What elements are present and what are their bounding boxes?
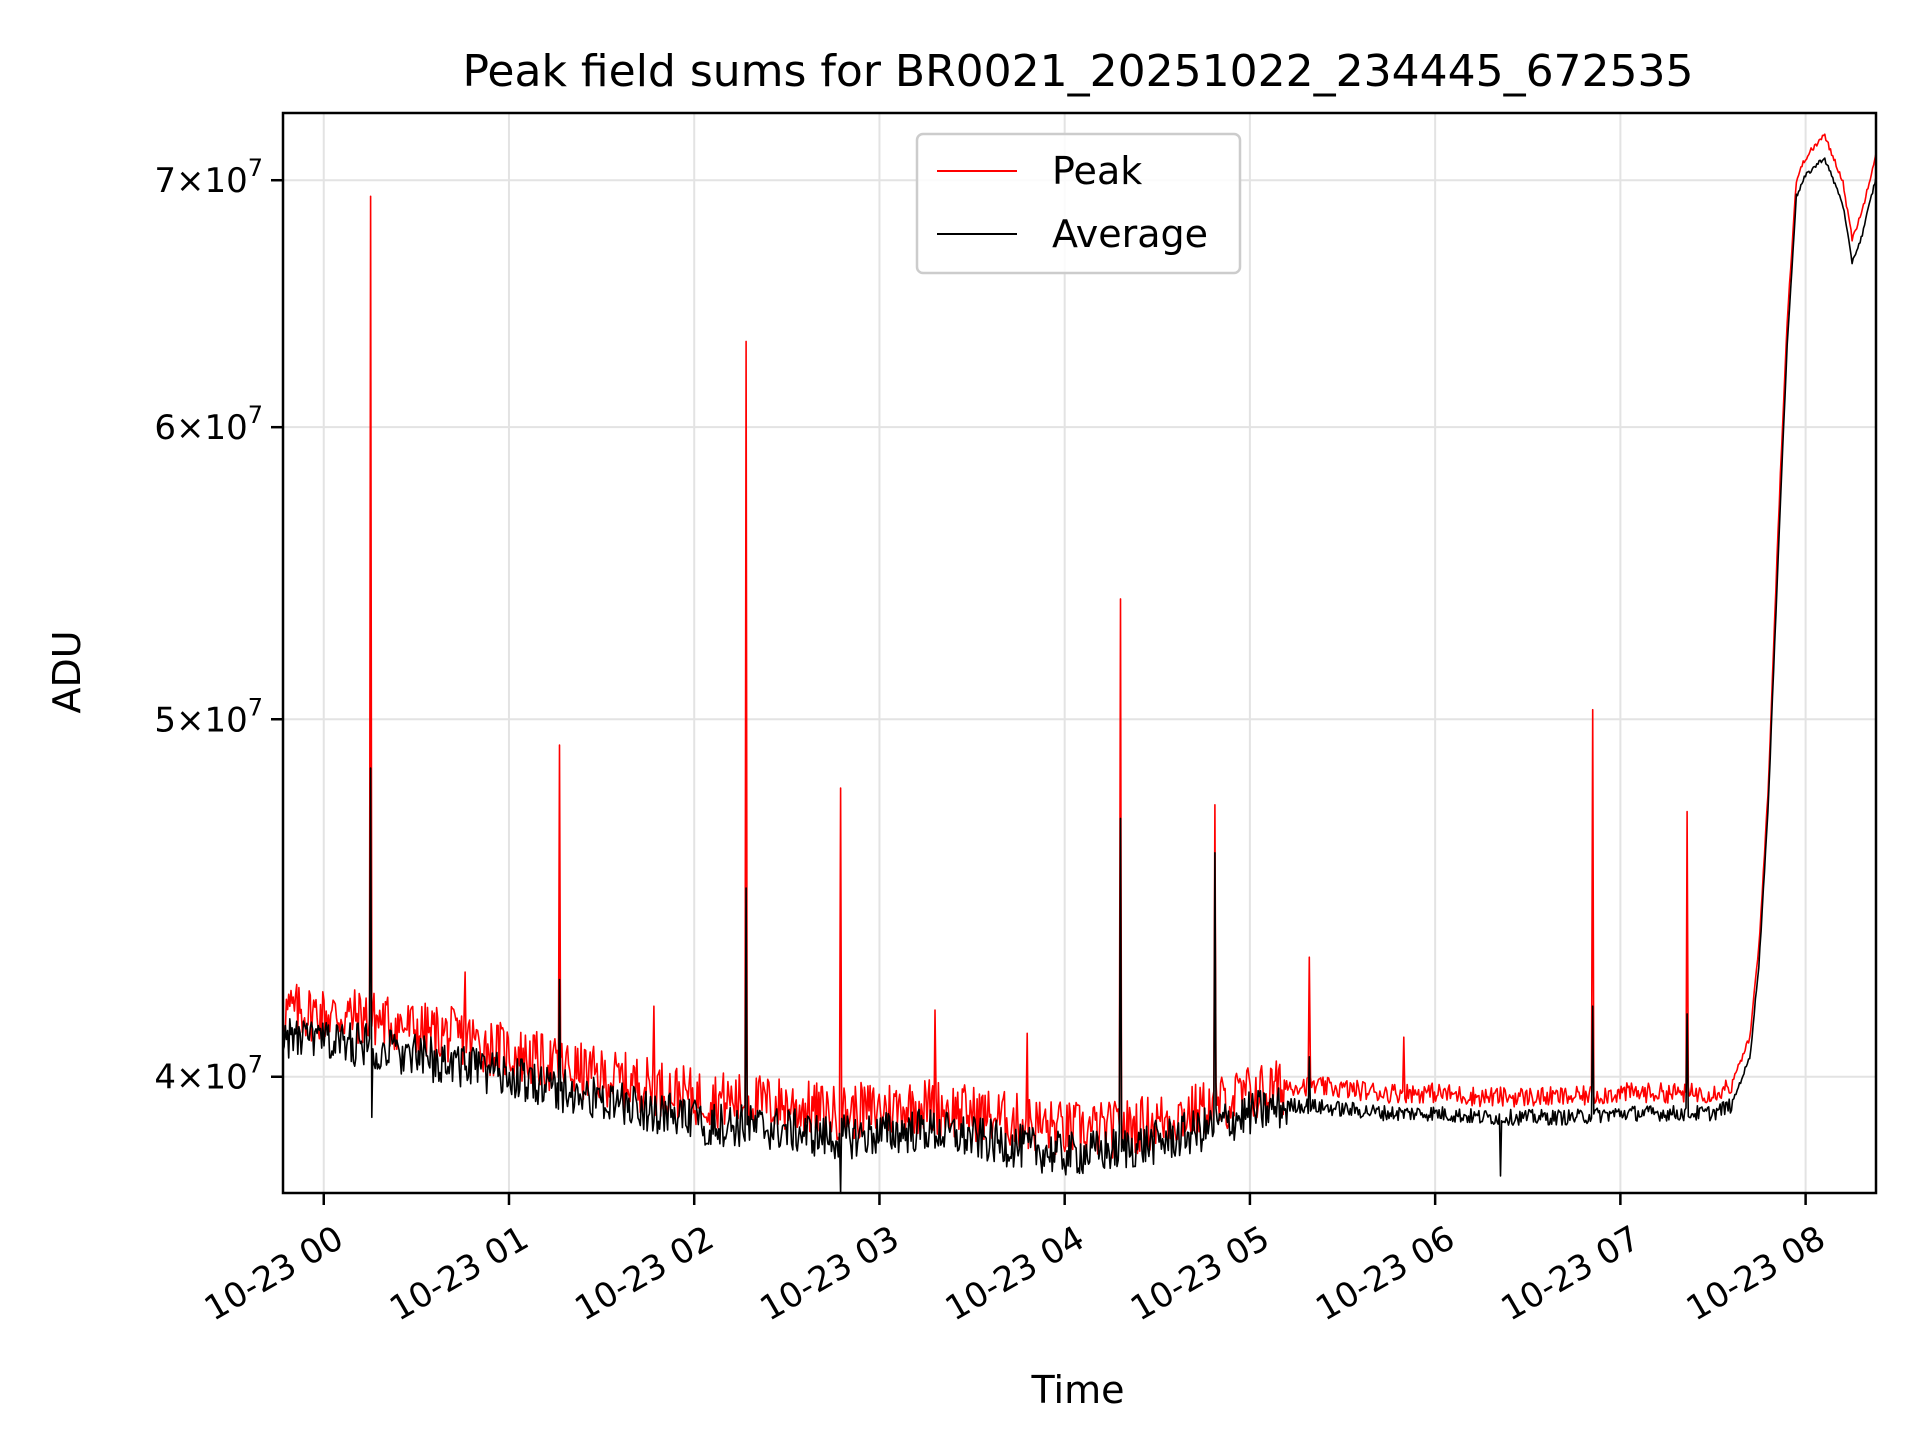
legend-box bbox=[915, 132, 1242, 275]
x-axis-label: Time bbox=[1031, 1368, 1125, 1412]
plot-frame bbox=[281, 111, 1878, 1195]
x-tick-label: 10-23 07 bbox=[1494, 1218, 1646, 1329]
y-tick-label: 5×107 bbox=[154, 693, 263, 740]
series-line-average bbox=[282, 157, 1877, 1194]
x-tick-label: 10-23 00 bbox=[198, 1218, 350, 1329]
plot-area bbox=[282, 133, 1877, 1194]
grid-lines bbox=[283, 113, 1876, 1193]
x-tick-label: 10-23 01 bbox=[383, 1218, 535, 1329]
x-tick-label: 10-23 03 bbox=[754, 1218, 906, 1329]
x-tick-label: 10-23 08 bbox=[1680, 1218, 1832, 1329]
legend-label-peak: Peak bbox=[1052, 149, 1142, 193]
legend-label-average: Average bbox=[1052, 212, 1208, 256]
series-line-peak bbox=[282, 133, 1877, 1159]
x-tick-label: 10-23 06 bbox=[1309, 1218, 1461, 1329]
y-tick-label: 6×107 bbox=[154, 401, 263, 448]
legend: Peak Average bbox=[915, 132, 1242, 275]
x-tick-label: 10-23 04 bbox=[939, 1218, 1091, 1329]
y-tick-label: 7×107 bbox=[154, 154, 263, 201]
y-tick-label: 4×107 bbox=[154, 1051, 263, 1098]
x-tick-label: 10-23 05 bbox=[1124, 1218, 1276, 1329]
chart-title: Peak field sums for BR0021_20251022_2344… bbox=[462, 46, 1693, 97]
y-axis-label: ADU bbox=[45, 630, 89, 713]
x-tick-label: 10-23 02 bbox=[568, 1218, 720, 1329]
